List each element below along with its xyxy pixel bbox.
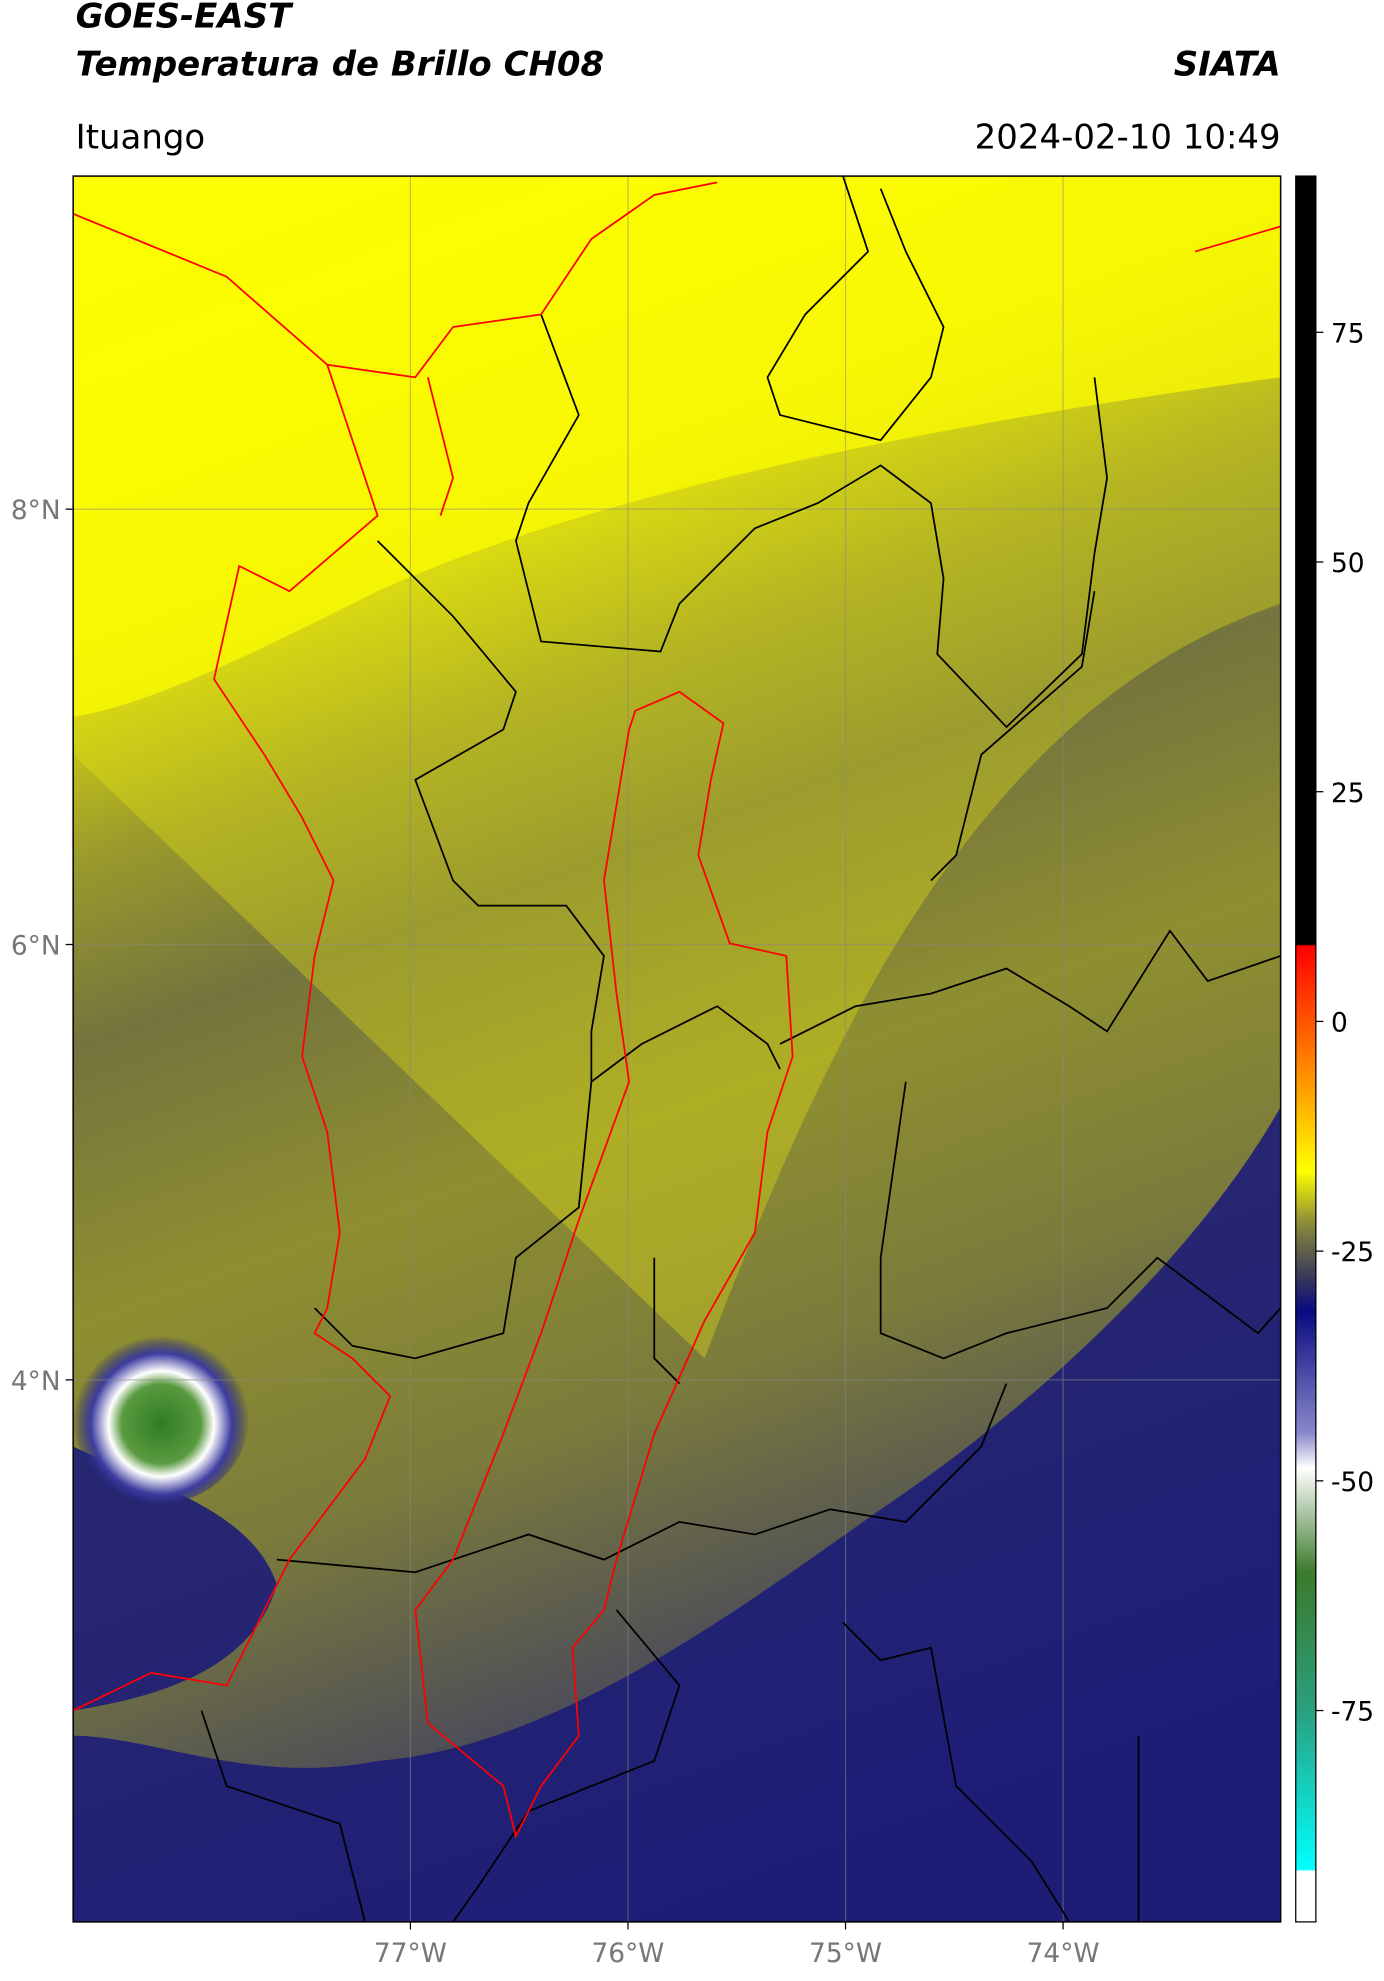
y-tick-label: 4°N xyxy=(11,1366,61,1397)
shade xyxy=(73,176,1281,717)
title: GOES-EAST xyxy=(76,0,294,37)
x-tick-label: 74°W xyxy=(1027,1938,1100,1969)
colorbar xyxy=(1295,175,1317,1923)
colorbar-tick-label: 75 xyxy=(1331,318,1365,349)
shade xyxy=(73,1446,277,1711)
colorbar-ticks: 75 50 25 0 -25 -50 -75 xyxy=(1315,318,1374,1728)
y-tick-label: 8°N xyxy=(11,495,61,526)
coastline xyxy=(73,181,1281,1839)
colorbar-tick-label: 0 xyxy=(1331,1007,1348,1038)
colorbar-tick-label: -75 xyxy=(1331,1697,1374,1728)
cloud xyxy=(73,1326,250,1504)
location: Ituango xyxy=(76,117,206,157)
colorbar-tick-label: -25 xyxy=(1331,1237,1374,1268)
colorbar-tick-label: 25 xyxy=(1331,778,1365,809)
subtitle: Temperatura de Brillo CH08 xyxy=(76,44,604,84)
x-tick-label: 77°W xyxy=(374,1938,447,1969)
map-frame xyxy=(72,175,1282,1923)
y-tick-label: 6°N xyxy=(11,931,61,962)
brand: SIATA xyxy=(1174,44,1281,84)
shade xyxy=(73,1106,1281,1922)
map-area xyxy=(73,176,1281,1922)
x-tick-label: 76°W xyxy=(591,1938,664,1969)
timestamp: 2024-02-10 10:49 xyxy=(975,117,1281,157)
colorbar-tick-label: 50 xyxy=(1331,548,1365,579)
boundaries xyxy=(200,176,1281,1922)
colorbar-tick-label: -50 xyxy=(1331,1467,1374,1498)
x-tick-label: 75°W xyxy=(809,1938,882,1969)
axes: 77°W 76°W 75°W 74°W 8°N 6°N 4°N xyxy=(11,495,1100,1969)
